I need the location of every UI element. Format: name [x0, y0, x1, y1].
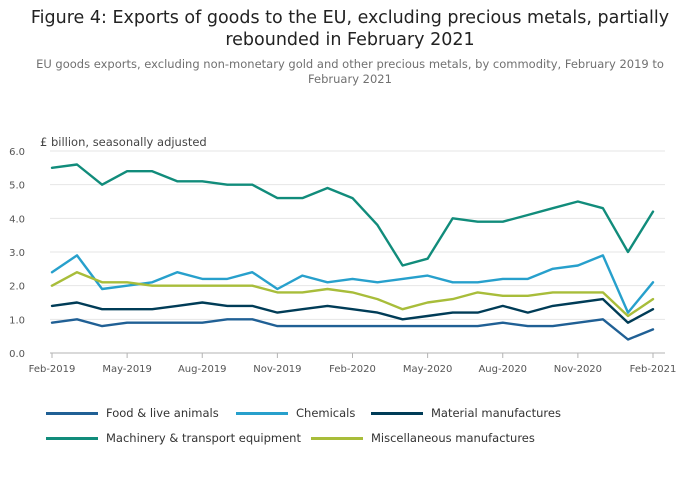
- legend-label: Machinery & transport equipment: [106, 431, 301, 445]
- legend-item-miscellaneous-manufactures[interactable]: Miscellaneous manufactures: [311, 431, 535, 445]
- y-tick-label: 6.0: [9, 147, 25, 158]
- x-tick-label: Feb-2020: [329, 364, 376, 375]
- x-axis: Feb-2019 May-2019 Aug-2019 Nov-2019 Feb-2020…: [29, 353, 677, 375]
- x-tick-label: Feb-2021: [630, 364, 677, 375]
- legend-item-machinery-and-transport-equipment[interactable]: Machinery & transport equipment: [46, 431, 301, 445]
- legend-label: Food & live animals: [106, 406, 219, 420]
- y-tick-label: 5.0: [9, 181, 25, 192]
- legend-item-food-and-live-animals[interactable]: Food & live animals: [46, 406, 219, 420]
- y-axis: 0.0 1.0 2.0 3.0 4.0 5.0 6.0: [9, 147, 25, 360]
- legend-swatch: [371, 411, 423, 415]
- x-tick-label: Nov-2020: [554, 364, 602, 375]
- series-line-chemicals: [50, 254, 655, 314]
- x-tick-label: Nov-2019: [253, 364, 301, 375]
- series-line-food-and-live-animals: [50, 318, 655, 341]
- legend-swatch: [311, 436, 363, 440]
- y-axis-label: £ billion, seasonally adjusted: [40, 135, 207, 149]
- legend-swatch: [236, 411, 288, 415]
- legend-label: Miscellaneous manufactures: [371, 431, 535, 445]
- series-line-material-manufactures: [50, 297, 655, 324]
- legend-label: Chemicals: [296, 406, 356, 420]
- y-tick-label: 2.0: [9, 282, 25, 293]
- legend-label: Material manufactures: [431, 406, 561, 420]
- gridlines: [50, 150, 665, 354]
- y-tick-label: 1.0: [9, 315, 25, 326]
- legend-item-material-manufactures[interactable]: Material manufactures: [371, 406, 561, 420]
- x-tick-label: May-2019: [102, 364, 152, 375]
- y-tick-label: 3.0: [9, 248, 25, 259]
- legend-swatch: [46, 411, 98, 415]
- series-line-machinery-and-transport-equipment: [50, 163, 655, 267]
- y-tick-label: 0.0: [9, 349, 25, 360]
- x-tick-label: Aug-2020: [478, 364, 527, 375]
- x-tick-label: Aug-2019: [178, 364, 227, 375]
- legend-swatch: [46, 436, 98, 440]
- series-line-miscellaneous-manufactures: [50, 271, 655, 318]
- series-lines: [50, 163, 655, 341]
- x-tick-label: May-2020: [403, 364, 453, 375]
- y-tick-label: 4.0: [9, 214, 25, 225]
- chart-title: Figure 4: Exports of goods to the EU, ex…: [30, 8, 670, 50]
- legend-item-chemicals[interactable]: Chemicals: [236, 406, 355, 420]
- chart-subtitle: EU goods exports, excluding non-monetary…: [36, 57, 664, 86]
- x-tick-label: Feb-2019: [29, 364, 76, 375]
